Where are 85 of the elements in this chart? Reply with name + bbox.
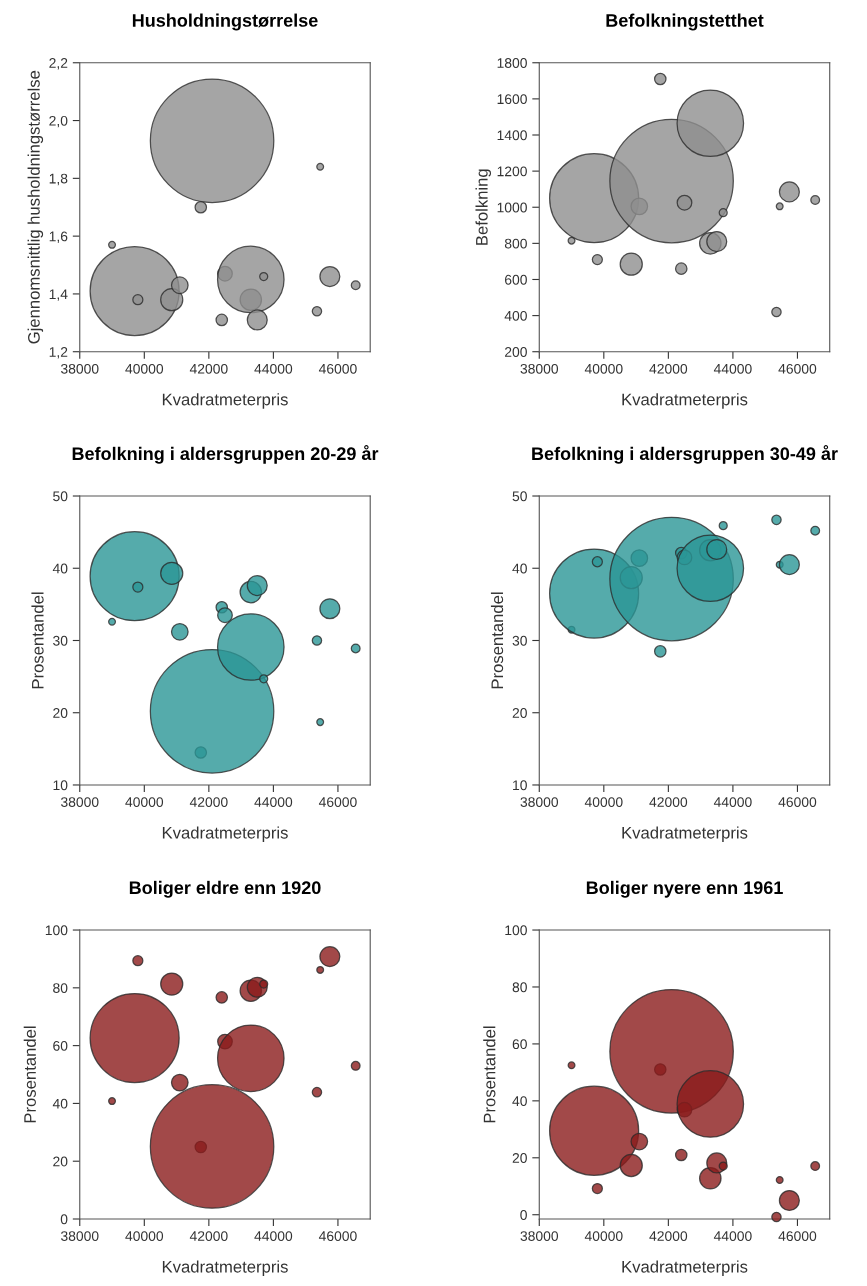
x-tick-label: 40000	[125, 797, 164, 807]
x-axis-title: Kvadratmeterpris	[162, 826, 288, 842]
y-tick-label: 10	[53, 780, 68, 791]
y-tick-label: 1400	[497, 130, 527, 141]
x-axis-title: Kvadratmeterpris	[162, 1260, 288, 1276]
x-axis-title: Kvadratmeterpris	[622, 826, 748, 842]
chart-title: Befolkning i aldersgruppen 20-29 år	[72, 445, 379, 464]
y-tick-label: 0	[520, 1210, 527, 1220]
y-tick-label: 100	[45, 925, 68, 936]
x-tick-label: 46000	[318, 363, 357, 374]
y-tick-label: 60	[512, 1039, 527, 1050]
y-tick-label: 40	[52, 1098, 68, 1109]
x-tick-label: 44000	[713, 1231, 752, 1242]
y-tick-label: 20	[53, 708, 68, 718]
x-tick-label: 40000	[125, 363, 164, 374]
y-tick-label: 20	[512, 708, 527, 718]
y-tick-label: 30	[512, 635, 527, 646]
y-tick-label: 20	[53, 1156, 68, 1167]
x-tick-label: 38000	[520, 1231, 559, 1242]
y-tick-label: 1000	[497, 202, 527, 213]
x-tick-label: 42000	[189, 1231, 228, 1242]
x-tick-label: 38000	[520, 797, 559, 807]
y-axis-title: Befolkning	[475, 169, 492, 245]
x-tick-label: 42000	[649, 363, 688, 374]
x-tick-label: 40000	[125, 1231, 164, 1242]
y-tick-label: 600	[505, 274, 527, 285]
x-tick-label: 44000	[254, 797, 293, 807]
y-tick-label: 800	[504, 238, 527, 249]
y-tick-label: 80	[53, 983, 68, 993]
chart-title: Husholdningstørrelse	[132, 13, 318, 31]
x-tick-label: 40000	[584, 797, 623, 807]
y-tick-label: 20	[512, 1153, 527, 1163]
x-tick-label: 42000	[649, 797, 688, 807]
x-tick-label: 42000	[189, 797, 228, 807]
x-tick-label: 44000	[713, 363, 752, 374]
x-tick-label: 46000	[778, 1231, 817, 1242]
y-tick-label: 0	[60, 1214, 68, 1225]
y-axis-title: Prosentandel	[490, 592, 504, 689]
x-axis-title: Kvadratmeterpris	[622, 393, 748, 409]
x-tick-label: 44000	[254, 363, 293, 374]
x-tick-label: 46000	[318, 1231, 357, 1242]
y-tick-label: 400	[504, 310, 527, 321]
x-tick-label: 46000	[318, 797, 357, 807]
y-tick-label: 1,4	[49, 289, 68, 301]
x-tick-label: 38000	[520, 363, 559, 374]
y-tick-label: 100	[505, 925, 527, 936]
y-axis-title: Prosentandel	[31, 592, 44, 689]
y-tick-label: 80	[512, 982, 527, 993]
y-tick-label: 1200	[497, 166, 527, 177]
x-tick-label: 42000	[649, 1231, 688, 1242]
y-tick-label: 1,6	[49, 231, 68, 243]
x-tick-label: 42000	[189, 363, 228, 374]
x-tick-label: 40000	[584, 1231, 623, 1242]
y-tick-label: 40	[512, 1096, 527, 1107]
y-tick-label: 1600	[497, 94, 527, 105]
chart-title: Boliger eldre enn 1920	[129, 880, 321, 898]
x-tick-label: 44000	[713, 797, 752, 807]
x-tick-label: 46000	[778, 363, 817, 374]
chart-title: Befolkningstetthet	[606, 13, 764, 31]
chart-title: Befolkning i aldersgruppen 30-49 år	[532, 445, 838, 464]
y-axis-title: Prosentandel	[483, 1026, 496, 1123]
y-tick-label: 2,2	[49, 58, 68, 70]
x-tick-label: 44000	[254, 1231, 293, 1242]
x-tick-label: 40000	[584, 363, 623, 374]
y-tick-label: 60	[53, 1040, 68, 1051]
y-tick-label: 1800	[497, 58, 527, 68]
y-tick-label: 1,2	[49, 347, 68, 359]
y-tick-label: 30	[53, 635, 68, 646]
y-tick-label: 50	[512, 491, 527, 502]
x-axis-title: Kvadratmeterpris	[162, 393, 288, 409]
y-axis-title: Gjennomsnittlig husholdningstørrelse	[27, 70, 44, 344]
y-tick-label: 10	[513, 780, 527, 791]
x-tick-label: 46000	[778, 797, 817, 807]
x-tick-label: 38000	[60, 363, 99, 374]
y-tick-label: 200	[505, 347, 527, 357]
y-tick-label: 40	[52, 563, 68, 574]
chart-title: Boliger nyere enn 1961	[586, 880, 783, 898]
x-axis-title: Kvadratmeterpris	[622, 1260, 748, 1276]
y-tick-label: 1,8	[49, 173, 68, 186]
x-tick-label: 38000	[60, 1231, 99, 1242]
y-tick-label: 2,0	[49, 115, 68, 128]
y-tick-label: 50	[53, 491, 68, 502]
y-axis-title: Prosentandel	[23, 1026, 36, 1123]
x-tick-label: 38000	[60, 797, 99, 807]
y-tick-label: 40	[512, 563, 527, 574]
